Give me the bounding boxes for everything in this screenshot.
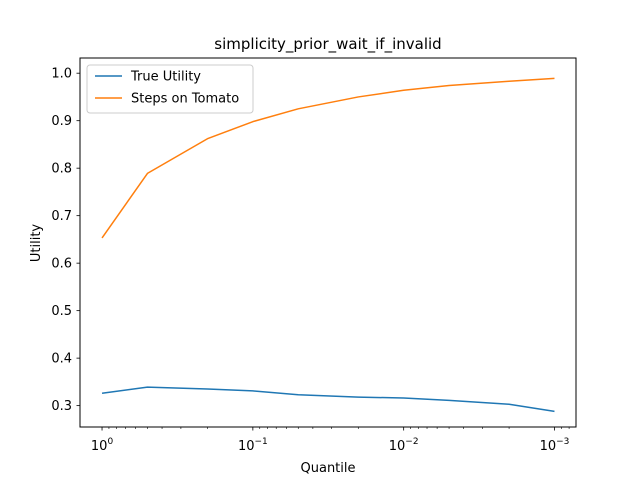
x-axis-label: Quantile bbox=[301, 461, 356, 476]
y-tick-label: 0.6 bbox=[51, 257, 72, 272]
y-axis-label: Utility bbox=[29, 224, 44, 263]
y-tick-label: 0.7 bbox=[51, 209, 72, 224]
series-line-1 bbox=[101, 77, 555, 239]
x-tick-label: 10−2 bbox=[389, 437, 419, 454]
legend-label: True Utility bbox=[130, 70, 201, 85]
plot-frame bbox=[79, 57, 577, 428]
legend-box bbox=[86, 64, 254, 114]
series-line-0 bbox=[101, 386, 555, 413]
y-tick-label: 0.5 bbox=[51, 304, 72, 319]
x-tick-label: 100 bbox=[91, 437, 114, 454]
y-axis: 0.3 0.4 0.5 0.6 0.7 0.8 0.9 1.0 bbox=[51, 67, 80, 414]
x-axis: 100 10−1 10−2 10−3 bbox=[91, 427, 570, 454]
chart-title: simplicity_prior_wait_if_invalid bbox=[214, 35, 441, 54]
legend: True Utility Steps on Tomato bbox=[86, 64, 254, 114]
x-tick-label: 10−3 bbox=[540, 437, 570, 454]
legend-label: Steps on Tomato bbox=[131, 92, 239, 107]
y-tick-label: 0.4 bbox=[51, 352, 72, 367]
y-tick-label: 0.3 bbox=[51, 399, 72, 414]
y-tick-label: 1.0 bbox=[51, 67, 72, 82]
y-tick-label: 0.8 bbox=[51, 162, 72, 177]
x-tick-label: 10−1 bbox=[238, 437, 268, 454]
series-layer bbox=[101, 77, 555, 413]
y-tick-label: 0.9 bbox=[51, 114, 72, 129]
